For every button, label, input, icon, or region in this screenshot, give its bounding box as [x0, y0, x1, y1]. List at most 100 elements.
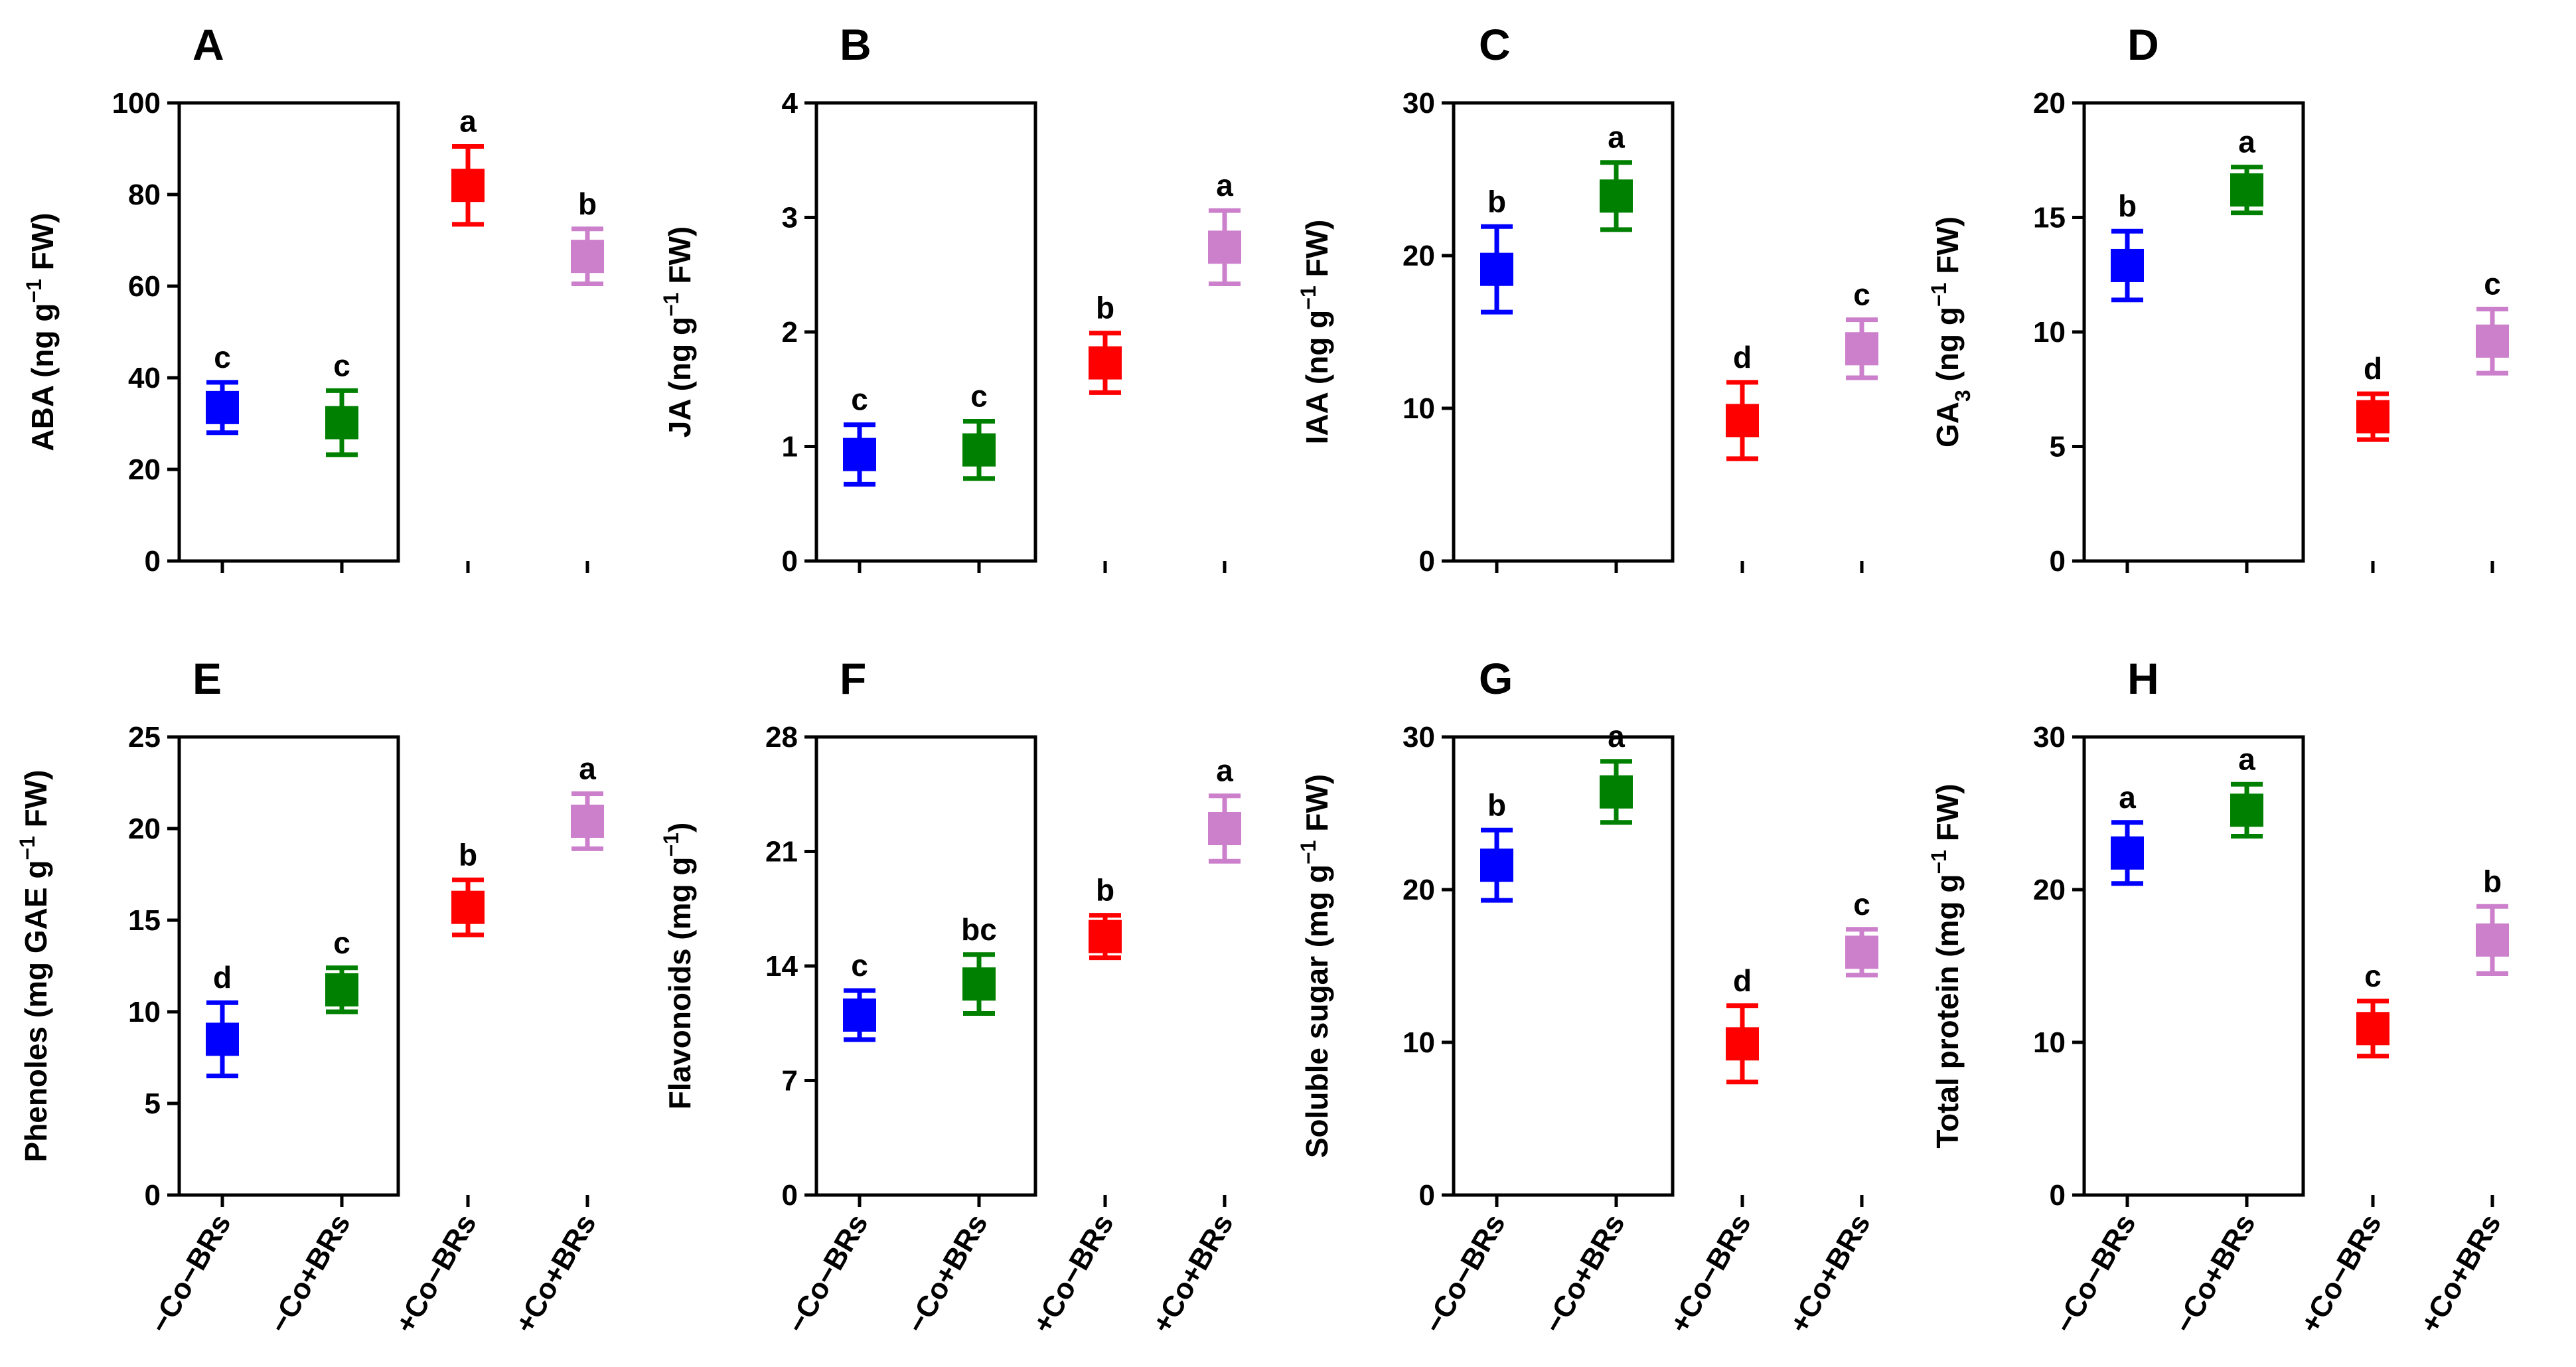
- panel-a: A 0 20 40 60 80 100 ABA (ng g−1 FW) c c a b: [22, 20, 604, 578]
- panel-letter: E: [192, 654, 222, 703]
- data-point: [2111, 248, 2144, 282]
- data-point: [325, 973, 358, 1006]
- significance-letter: c: [851, 948, 868, 983]
- panel-f: F 0 7 14 21 28 Flavonoids (mg g−1) −Co−BRs −Co+B…: [659, 654, 1241, 1339]
- significance-letter: b: [1487, 184, 1506, 218]
- significance-letter: b: [578, 187, 597, 221]
- significance-letter: a: [1216, 168, 1233, 202]
- y-tick-label: 20: [2033, 874, 2066, 906]
- data-point: [843, 438, 876, 471]
- y-tick-label: 30: [2033, 721, 2066, 754]
- category-label: +Co−BRs: [2294, 1209, 2387, 1339]
- significance-letter: a: [1608, 719, 1625, 754]
- significance-letter: b: [1096, 291, 1114, 325]
- y-tick-label: 0: [782, 1179, 798, 1212]
- panel-h: H 0 10 20 30 Total protein (mg g−1 FW) −Co−BRs…: [1927, 654, 2509, 1339]
- y-tick-label: 28: [765, 721, 798, 754]
- data-point: [451, 169, 485, 202]
- significance-letter: c: [1853, 278, 1870, 312]
- significance-letter: b: [459, 837, 477, 872]
- data-point: [2230, 173, 2263, 207]
- plot-frame: [2082, 735, 2305, 1197]
- category-label: −Co+BRs: [263, 1209, 356, 1339]
- y-tick-label: 0: [1419, 1179, 1435, 1212]
- significance-letter: c: [2364, 959, 2382, 993]
- plot-frame: [1452, 735, 1675, 1197]
- category-label: +Co−BRs: [1663, 1209, 1757, 1339]
- significance-letter: bc: [961, 912, 997, 947]
- significance-letter: c: [2484, 267, 2501, 301]
- panel-letter: G: [1479, 654, 1513, 703]
- category-label: −Co+BRs: [900, 1209, 994, 1339]
- significance-letter: d: [1733, 340, 1752, 374]
- category-label: −Co+BRs: [1537, 1209, 1631, 1339]
- category-label: −Co−BRs: [781, 1209, 874, 1339]
- significance-letter: b: [2483, 864, 2502, 898]
- panel-g: G 0 10 20 30 Soluble sugar (mg g−1 FW) −Co−BRs…: [1296, 654, 1878, 1339]
- data-point: [1480, 848, 1513, 882]
- significance-letter: c: [214, 340, 231, 374]
- significance-letter: c: [333, 925, 350, 960]
- y-tick-label: 10: [1402, 1026, 1435, 1059]
- y-tick-label: 0: [2050, 1179, 2066, 1212]
- data-point: [962, 967, 996, 1001]
- y-tick-label: 20: [1402, 240, 1435, 272]
- significance-letter: a: [2119, 780, 2136, 815]
- panel-letter: A: [192, 20, 224, 69]
- category-label: +Co+BRs: [508, 1209, 602, 1339]
- y-axis-label: JA (ng g−1 FW): [659, 226, 697, 438]
- y-tick-label: 20: [128, 453, 161, 486]
- significance-letter: a: [1608, 120, 1625, 155]
- significance-letter: c: [1853, 887, 1870, 922]
- y-tick-label: 30: [1402, 87, 1435, 120]
- significance-letter: c: [333, 348, 350, 382]
- y-tick-label: 10: [2033, 1026, 2066, 1059]
- data-point: [2356, 400, 2389, 434]
- significance-letter: d: [1733, 963, 1752, 998]
- panel-letter: D: [2127, 20, 2159, 69]
- y-tick-label: 20: [128, 813, 161, 845]
- significance-letter: a: [1216, 754, 1233, 788]
- y-axis-label: Total protein (mg g−1 FW): [1927, 783, 1965, 1148]
- y-tick-label: 14: [765, 950, 798, 983]
- data-point: [2356, 1012, 2389, 1046]
- plot-frame: [177, 735, 400, 1197]
- data-point: [2230, 793, 2263, 827]
- data-point: [1208, 230, 1241, 264]
- y-tick-label: 100: [112, 87, 161, 120]
- y-tick-label: 10: [128, 996, 161, 1028]
- data-point: [1845, 332, 1878, 366]
- y-axis-label: Flavonoids (mg g−1): [659, 823, 697, 1110]
- data-point: [451, 890, 485, 924]
- data-point: [206, 1022, 239, 1056]
- data-point: [2476, 324, 2509, 358]
- plot-frame: [2082, 101, 2305, 563]
- y-tick-label: 10: [2033, 316, 2066, 349]
- y-tick-label: 80: [128, 179, 161, 211]
- y-tick-label: 60: [128, 270, 161, 303]
- data-point: [962, 433, 996, 467]
- category-label: +Co−BRs: [389, 1209, 483, 1339]
- significance-letter: c: [851, 382, 868, 417]
- y-tick-label: 5: [145, 1087, 161, 1120]
- significance-letter: b: [2118, 189, 2137, 223]
- significance-letter: a: [459, 104, 477, 139]
- y-tick-label: 0: [145, 545, 161, 578]
- significance-letter: a: [2238, 125, 2255, 159]
- y-tick-label: 20: [1402, 874, 1435, 906]
- y-axis-label: Phenoles (mg GAE g−1 FW): [15, 769, 53, 1162]
- y-tick-label: 0: [2050, 545, 2066, 578]
- data-point: [2476, 923, 2509, 957]
- panel-letter: H: [2127, 654, 2159, 703]
- category-label: −Co−BRs: [1418, 1209, 1511, 1339]
- panel-c: C 0 10 20 30 IAA (ng g−1 FW) b a d c: [1296, 20, 1878, 578]
- significance-letter: d: [2364, 351, 2382, 386]
- panel-d: D 0 5 10 15 20 GA3 (ng g−1 FW) b a d c: [1927, 20, 2509, 578]
- significance-letter: d: [213, 960, 232, 995]
- y-tick-label: 25: [128, 721, 161, 754]
- panel-b: B 0 1 2 3 4 JA (ng g−1 FW) c c b a: [659, 20, 1241, 578]
- y-tick-label: 40: [128, 362, 161, 394]
- category-label: −Co−BRs: [143, 1209, 237, 1339]
- plot-frame: [814, 101, 1037, 563]
